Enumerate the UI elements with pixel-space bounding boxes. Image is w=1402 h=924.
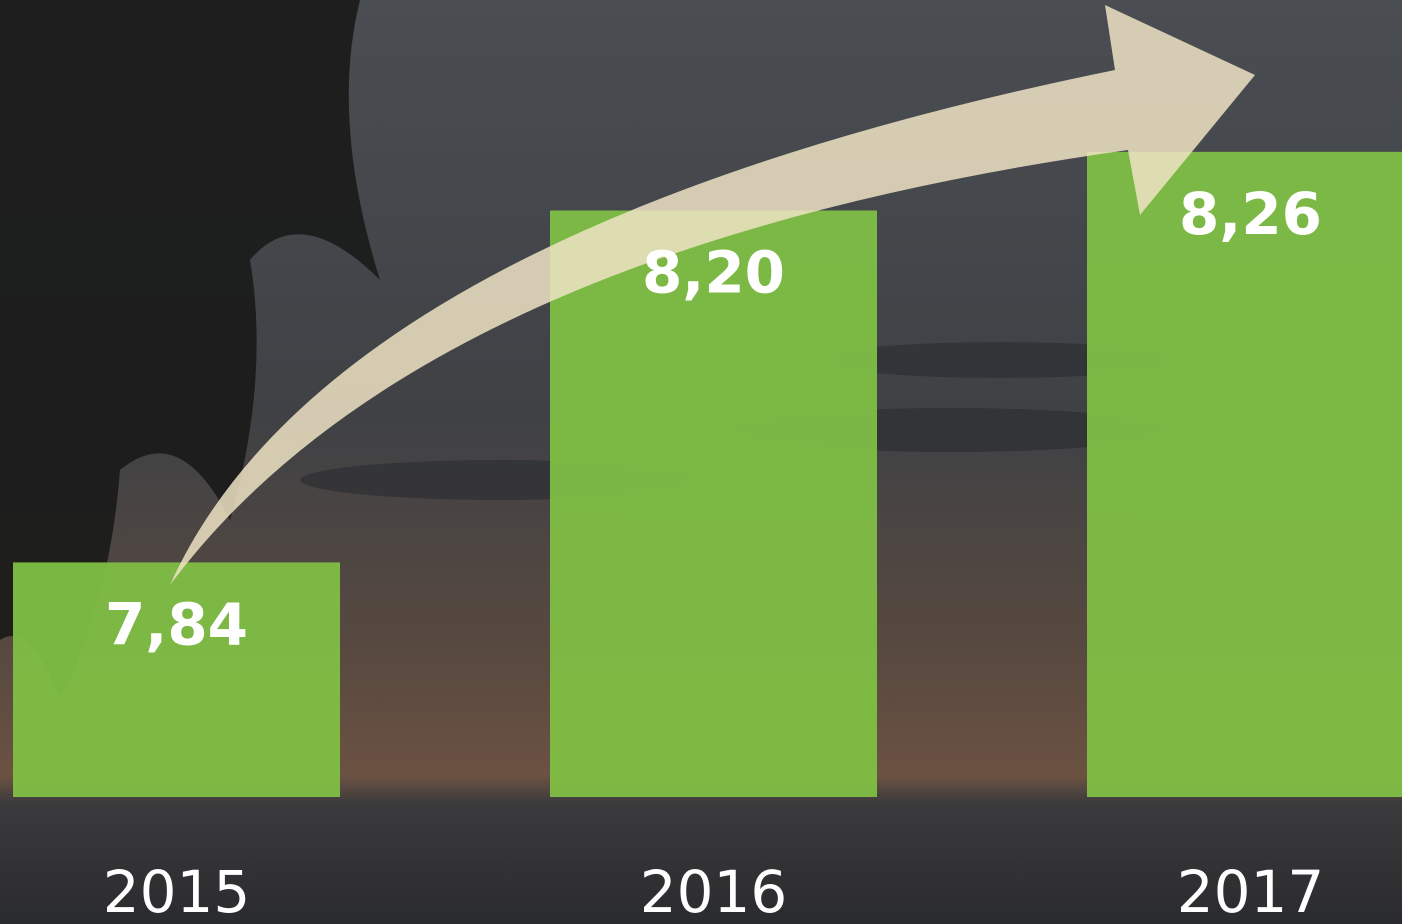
- palm-silhouette: [0, 0, 380, 700]
- x-tick-label: 2016: [640, 858, 788, 924]
- x-tick-label: 2015: [103, 858, 251, 924]
- plot-area: [13, 151, 1402, 798]
- trend-arrow: [170, 5, 1255, 585]
- value-label: 8,26: [1179, 180, 1322, 248]
- value-label: 8,20: [642, 239, 785, 307]
- value-label: 7,84: [105, 590, 248, 658]
- labels: 7,84 2015 8,20 2016 8,26 2017: [103, 180, 1325, 924]
- bar: [13, 562, 340, 797]
- bar: [550, 210, 877, 797]
- bar: [1087, 151, 1402, 798]
- x-tick-label: 2017: [1177, 858, 1325, 924]
